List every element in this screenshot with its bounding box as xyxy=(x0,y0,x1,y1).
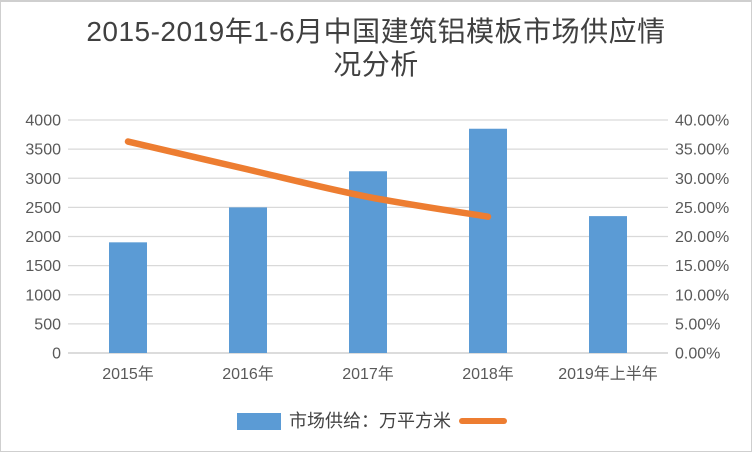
right-axis-tick-label: 30.00% xyxy=(675,171,729,188)
x-axis-category-label: 2018年 xyxy=(462,365,514,383)
bar-series-swatch xyxy=(237,412,281,430)
bar-series-label: 市场供给：万平方米 xyxy=(289,411,451,431)
x-axis-category-label: 2017年 xyxy=(342,365,394,383)
line-series-marker xyxy=(459,418,507,424)
chart-title-line2: 况分析 xyxy=(333,49,419,80)
left-axis-tick-label: 1500 xyxy=(25,258,61,275)
left-axis-tick-label: 500 xyxy=(34,316,61,333)
left-axis-tick-label: 4000 xyxy=(25,113,61,130)
x-axis-category-label: 2015年 xyxy=(102,365,154,383)
right-axis-tick-label: 40.00% xyxy=(675,113,729,130)
chart-legend: 市场供给：万平方米 xyxy=(1,411,751,431)
left-axis-tick-label: 2500 xyxy=(25,200,61,217)
bar-2015年 xyxy=(109,242,147,353)
right-axis-tick-label: 5.00% xyxy=(675,316,720,333)
left-axis-tick-label: 0 xyxy=(52,346,61,363)
left-axis-tick-label: 3000 xyxy=(25,171,61,188)
growth-rate-line xyxy=(124,138,492,220)
left-axis-tick-label: 3500 xyxy=(25,142,61,159)
right-axis-tick-label: 35.00% xyxy=(675,142,729,159)
right-axis-tick-label: 20.00% xyxy=(675,229,729,246)
right-axis-tick-label: 0.00% xyxy=(675,346,720,363)
bar-2019年上半年 xyxy=(589,216,627,353)
right-axis-tick-label: 10.00% xyxy=(675,287,729,304)
x-axis-category-label: 2016年 xyxy=(222,365,274,383)
right-axis-tick-label: 25.00% xyxy=(675,200,729,217)
chart-title: 2015-2019年1-6月中国建筑铝模板市场供应情 况分析 xyxy=(1,15,751,81)
bar-2018年 xyxy=(469,128,507,353)
left-axis-tick-label: 2000 xyxy=(25,229,61,246)
chart-title-line1: 2015-2019年1-6月中国建筑铝模板市场供应情 xyxy=(86,16,666,47)
x-axis-category-label: 2019年上半年 xyxy=(558,365,658,383)
bar-2016年 xyxy=(229,207,267,353)
left-axis-tick-label: 1000 xyxy=(25,287,61,304)
right-axis-tick-label: 15.00% xyxy=(675,258,729,275)
